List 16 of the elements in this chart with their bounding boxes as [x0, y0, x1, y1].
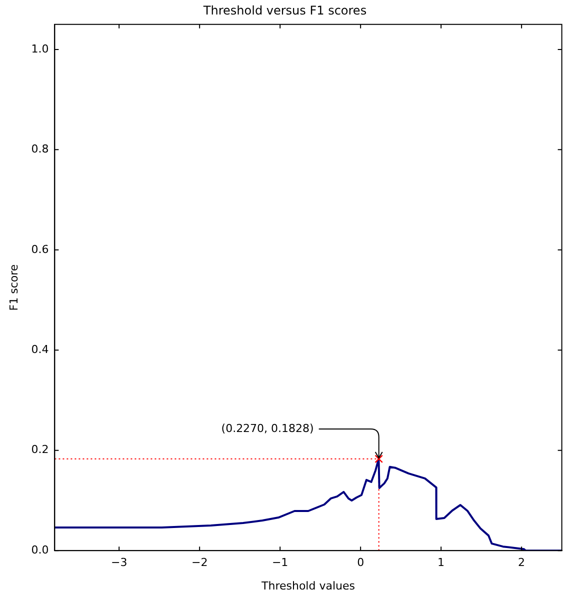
y-tick-label: 0.4: [31, 343, 49, 356]
x-tick-label: 2: [518, 556, 526, 570]
y-tick-label: 0.8: [31, 142, 49, 156]
y-tick-label: 0.6: [31, 242, 49, 256]
x-tick-label: 0: [357, 556, 364, 570]
annotation: (0.2270, 0.1828): [221, 422, 314, 435]
x-axis-title: Threshold values: [260, 579, 356, 592]
y-tick-label: 1.0: [31, 42, 49, 56]
chart-title: Threshold versus F1 scores: [202, 3, 367, 18]
y-axis-title: F1 score: [7, 264, 20, 311]
y-tick-label: 0.2: [31, 443, 49, 456]
x-tick-label: 1: [438, 556, 445, 570]
x-tick-label: −2: [191, 556, 208, 570]
x-tick-label: −1: [272, 556, 288, 570]
y-tick-label: 0.0: [31, 543, 49, 556]
x-tick-label: −3: [110, 556, 128, 570]
